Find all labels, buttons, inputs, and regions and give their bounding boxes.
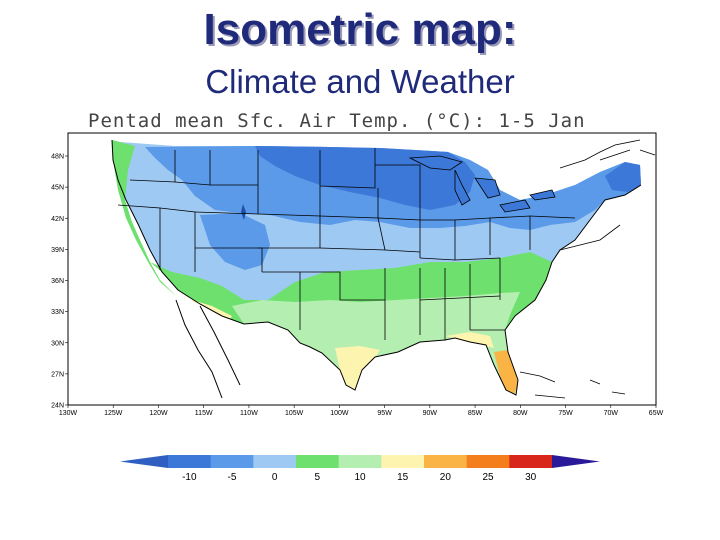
slide-subtitle: Climate and Weather [205,63,515,100]
legend-tick-label: 25 [482,472,494,483]
legend-tick-label: -10 [182,472,197,483]
legend-tick-label: -5 [228,472,237,483]
lon-label: 110W [240,410,258,417]
lon-label: 80W [513,410,528,417]
legend-tick-label: 20 [440,472,452,483]
map-title: Pentad mean Sfc. Air Temp. (°C): 1-5 Jan [88,110,586,132]
legend-color-swatch [168,455,212,468]
latitude-labels: 48N 45N 42N 39N 36N 33N 30N 27N 24N [51,154,68,410]
legend-color-swatch [381,455,425,468]
cold-band-rockies [200,213,270,270]
lon-label: 90W [423,410,438,417]
lon-label: 70W [604,410,619,417]
lat-label: 45N [51,185,64,192]
longitude-labels: 130W 125W 120W 115W 110W 105W 100W 95W 90W 85W 80W… [59,405,664,417]
legend-over-arrow [552,455,600,468]
warm-region-florida [494,350,518,394]
legend-tick-label: 0 [272,472,278,483]
atlantic-ocean [505,185,656,405]
mild-pacific-coast [112,140,244,324]
lon-label: 65W [649,410,664,417]
legend-color-swatch [509,455,553,468]
legend-tick-label: 15 [397,472,409,483]
lon-label: 115W [195,410,213,417]
gulf-of-mexico [340,338,520,405]
baja-california [175,299,241,399]
lon-label: 95W [377,410,392,417]
warm-patch-texas [335,346,380,390]
legend-color-swatch [296,455,340,468]
mexico-land [160,296,346,405]
legend-color-swatch [338,455,382,468]
cold-region-maine [605,162,641,192]
lat-label: 42N [51,216,64,223]
canada-outline [559,139,656,169]
legend-color-swatch [253,455,297,468]
legend-tick-label: 30 [525,472,537,483]
legend-color-swatch [424,455,468,468]
lat-label: 30N [51,340,64,347]
warm-band-gulf [232,292,520,395]
lon-label: 85W [468,410,483,417]
slide-title: Isometric map: [203,5,517,54]
lon-label: 125W [104,410,123,417]
legend-color-swatch [466,455,510,468]
lat-label: 48N [51,154,64,161]
legend-tick-label: 5 [315,472,321,483]
lat-label: 36N [51,278,64,285]
lon-label: 105W [285,410,304,417]
lon-label: 100W [330,410,349,417]
caribbean-islands [519,371,626,399]
state-borders [117,148,621,340]
legend-tick-label: 10 [354,472,366,483]
lat-label: 24N [51,403,64,410]
legend-under-arrow [120,455,168,468]
lon-label: 130W [59,410,78,417]
lon-label: 75W [558,410,573,417]
lat-label: 39N [51,247,64,254]
lat-label: 27N [51,371,64,378]
small-lake-colorado [241,204,246,220]
lon-label: 120W [149,410,168,417]
legend-color-swatch [210,455,254,468]
lat-label: 33N [51,309,64,316]
coastline [111,139,642,396]
color-legend: -10 -5 0 5 10 15 20 25 30 [120,455,600,483]
great-lakes [408,155,556,213]
